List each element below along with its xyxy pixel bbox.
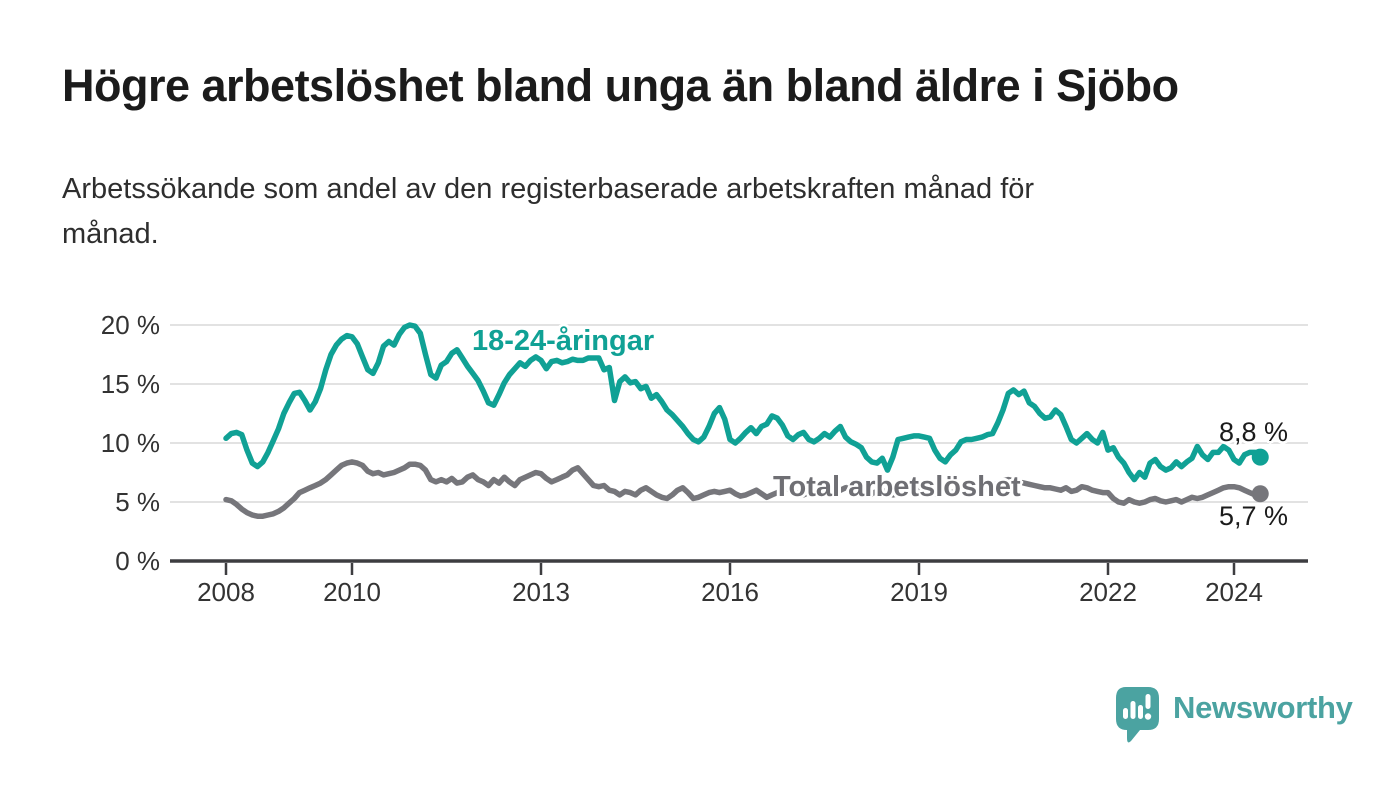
end-value-label-young: 8,8 % [1219, 417, 1289, 447]
y-axis-label-10: 10 % [101, 428, 160, 458]
y-axis-label-15: 15 % [101, 369, 160, 399]
newsworthy-logo-icon [1116, 687, 1159, 743]
series-label-young: 18-24-åringar [472, 325, 655, 357]
exclamation-dot [1144, 713, 1152, 720]
x-axis-label-2016: 2016 [701, 577, 759, 607]
series-end-dot-total-arbetslöshet [1251, 485, 1269, 503]
series-label-total: Total arbetslöshet [773, 471, 1021, 503]
series-line-18-24-åringar [223, 322, 1264, 483]
page-title: Högre arbetslöshet bland unga än bland ä… [62, 60, 1179, 111]
x-axis-label-2013: 2013 [512, 577, 570, 607]
series-line-total-arbetslöshet [223, 459, 1264, 519]
series-end-dot-18-24-åringar [1251, 448, 1269, 466]
bar-2 [1130, 701, 1136, 719]
exclamation-stem [1145, 694, 1151, 709]
y-axis-label-5: 5 % [115, 487, 160, 517]
x-axis-label-2008: 2008 [197, 577, 255, 607]
y-axis-label-0: 0 % [115, 546, 160, 576]
x-axis-label-2024: 2024 [1205, 577, 1263, 607]
chart-subtitle-line1: Arbetssökande som andel av den registerb… [62, 173, 1035, 205]
y-axis-label-20: 20 % [101, 310, 160, 340]
x-axis-label-2010: 2010 [323, 577, 381, 607]
x-axis-label-2022: 2022 [1079, 577, 1137, 607]
x-axis-label-2019: 2019 [890, 577, 948, 607]
speech-bubble-shape [1116, 687, 1159, 743]
chart-subtitle: Arbetssökande som andel av den registerb… [62, 167, 1282, 257]
end-value-label-total: 5,7 % [1219, 501, 1289, 531]
bar-3 [1138, 705, 1143, 719]
newsworthy-logo-text: Newsworthy [1173, 690, 1353, 725]
newsworthy-logo: Newsworthy [1115, 686, 1353, 744]
bar-1 [1123, 708, 1128, 719]
chart-subtitle-line2: månad. [62, 218, 159, 250]
